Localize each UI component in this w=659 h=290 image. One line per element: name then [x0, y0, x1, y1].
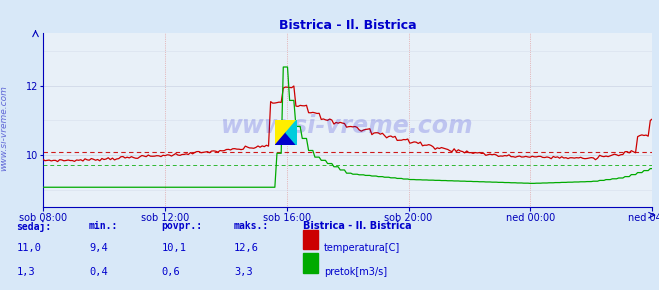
Bar	[303, 230, 318, 249]
Polygon shape	[275, 133, 297, 145]
Text: www.si-vreme.com: www.si-vreme.com	[0, 85, 8, 171]
Text: temperatura[C]: temperatura[C]	[324, 243, 401, 253]
Text: 0,6: 0,6	[161, 267, 180, 276]
Bar	[303, 253, 318, 273]
Text: www.si-vreme.com: www.si-vreme.com	[221, 114, 474, 137]
Text: pretok[m3/s]: pretok[m3/s]	[324, 267, 387, 276]
Text: 12,6: 12,6	[234, 243, 259, 253]
Text: 11,0: 11,0	[16, 243, 42, 253]
Text: 3,3: 3,3	[234, 267, 252, 276]
Text: min.:: min.:	[89, 221, 119, 231]
Text: maks.:: maks.:	[234, 221, 269, 231]
Text: 9,4: 9,4	[89, 243, 107, 253]
Text: povpr.:: povpr.:	[161, 221, 202, 231]
Polygon shape	[286, 120, 297, 145]
Title: Bistrica - Il. Bistrica: Bistrica - Il. Bistrica	[279, 19, 416, 32]
Text: 0,4: 0,4	[89, 267, 107, 276]
Text: 10,1: 10,1	[161, 243, 186, 253]
Text: sedaj:: sedaj:	[16, 221, 51, 232]
Text: 1,3: 1,3	[16, 267, 35, 276]
Text: Bistrica - Il. Bistrica: Bistrica - Il. Bistrica	[303, 221, 412, 231]
